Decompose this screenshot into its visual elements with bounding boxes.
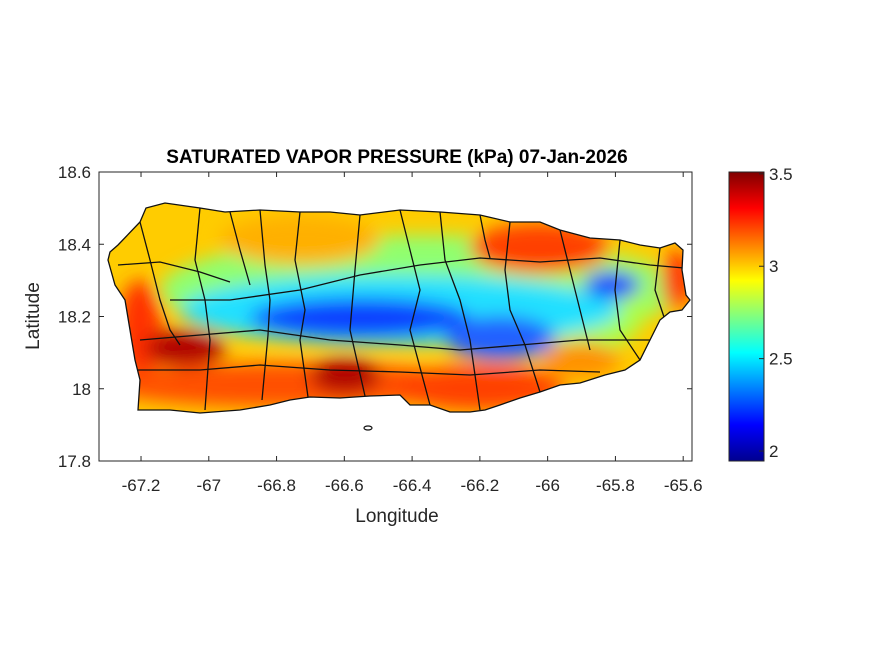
x-tick-label: -66.4 — [393, 476, 432, 495]
y-tick-label: 18.6 — [58, 163, 91, 182]
y-axis-label: Latitude — [23, 282, 44, 350]
colorbar: 2 2.5 3 3.5 — [728, 165, 793, 462]
colorbar-gradient — [728, 171, 765, 462]
x-tick-label: -66.2 — [461, 476, 500, 495]
x-tick-label: -66 — [535, 476, 560, 495]
y-axis: 17.8 18 18.2 18.4 18.6 — [58, 163, 692, 471]
x-axis-label: Longitude — [355, 506, 438, 527]
x-tick-label: -65.6 — [664, 476, 703, 495]
chart-title: SATURATED VAPOR PRESSURE (kPa) 07-Jan-20… — [166, 147, 627, 168]
colorbar-tick-label: 3 — [769, 257, 778, 276]
x-tick-label: -66.6 — [325, 476, 364, 495]
y-tick-label: 18 — [72, 380, 91, 399]
y-tick-label: 18.2 — [58, 308, 91, 327]
caja-de-muertos-island — [363, 425, 373, 431]
y-tick-label: 17.8 — [58, 452, 91, 471]
x-axis: -67.2 -67 -66.8 -66.6 -66.4 -66.2 -66 -65.8 -65.… — [122, 172, 703, 495]
colorbar-tick-label: 2.5 — [769, 350, 793, 369]
x-tick-label: -65.8 — [596, 476, 635, 495]
colorbar-tick-label: 3.5 — [769, 165, 793, 184]
x-tick-label: -66.8 — [257, 476, 296, 495]
x-tick-label: -67 — [197, 476, 222, 495]
axes: -67.2 -67 -66.8 -66.6 -66.4 -66.2 -66 -65.8 -65.… — [23, 147, 703, 527]
x-tick-label: -67.2 — [122, 476, 161, 495]
vapor-pressure-field — [108, 203, 690, 413]
y-tick-label: 18.4 — [58, 235, 91, 254]
municipal-borders — [117, 207, 685, 411]
colorbar-tick-label: 2 — [769, 442, 778, 461]
